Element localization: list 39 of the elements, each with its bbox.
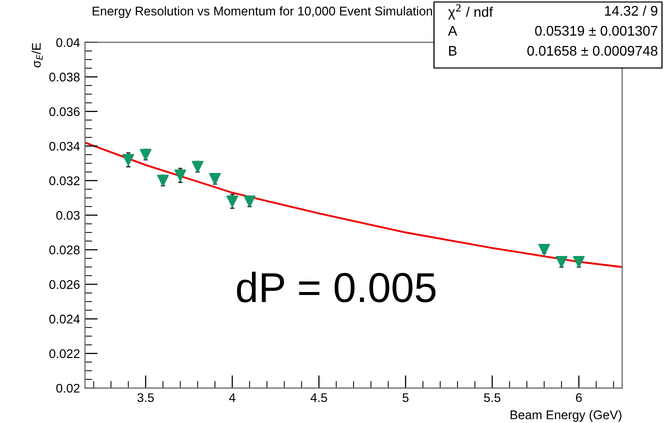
y-tick-label: 0.03 bbox=[56, 210, 80, 220]
y-tick-label: 0.028 bbox=[49, 246, 80, 254]
x-tick-label: 6 bbox=[576, 393, 582, 402]
point bbox=[538, 244, 550, 256]
point bbox=[140, 148, 152, 161]
y-tick-label: 0.026 bbox=[49, 280, 80, 289]
y-tick-label: 0.032 bbox=[49, 176, 80, 186]
point bbox=[174, 170, 186, 182]
x-tick-label: 4.5 bbox=[310, 393, 328, 402]
point bbox=[226, 195, 238, 208]
x-tick-label: 5.5 bbox=[484, 393, 500, 402]
y-tick-label: 0.034 bbox=[49, 142, 80, 151]
point bbox=[244, 195, 256, 208]
y-tick-label: 0.02 bbox=[56, 384, 80, 393]
line-series bbox=[84, 142, 622, 268]
y-tick-label: 0.024 bbox=[49, 314, 80, 324]
point bbox=[122, 154, 134, 166]
annotation: dP = 0.005 bbox=[237, 272, 436, 302]
x-tick-label: 4 bbox=[229, 393, 236, 402]
x-tick-label: 5 bbox=[402, 393, 409, 402]
point bbox=[556, 256, 568, 268]
text: 14.32 / 9 bbox=[605, 6, 658, 16]
text: χ$^{2}$ / ndf bbox=[448, 4, 493, 20]
text: A bbox=[448, 26, 458, 36]
y-tick-label: 0.022 bbox=[49, 349, 80, 358]
text: 0.05319 ± 0.001307 bbox=[535, 26, 658, 36]
point bbox=[192, 160, 204, 173]
x-tick-label: 3.5 bbox=[137, 393, 154, 402]
point bbox=[209, 173, 221, 185]
y-tick-label: 0.038 bbox=[49, 72, 80, 82]
y-tick-label: 0.036 bbox=[49, 107, 80, 116]
point bbox=[157, 174, 169, 186]
y-axis-title: σ$_{E}$/E bbox=[32, 42, 43, 68]
point bbox=[573, 256, 585, 268]
annotation: B bbox=[449, 46, 457, 56]
x-axis-title: Beam Energy (GeV) bbox=[510, 410, 622, 422]
chart-title: Energy Resolution vs Momentum for 10,000 Event Simulation bbox=[92, 6, 432, 18]
y-tick-label: 0.04 bbox=[56, 38, 80, 47]
annotation: 0.01658 ± 0.0009748 bbox=[527, 46, 658, 56]
